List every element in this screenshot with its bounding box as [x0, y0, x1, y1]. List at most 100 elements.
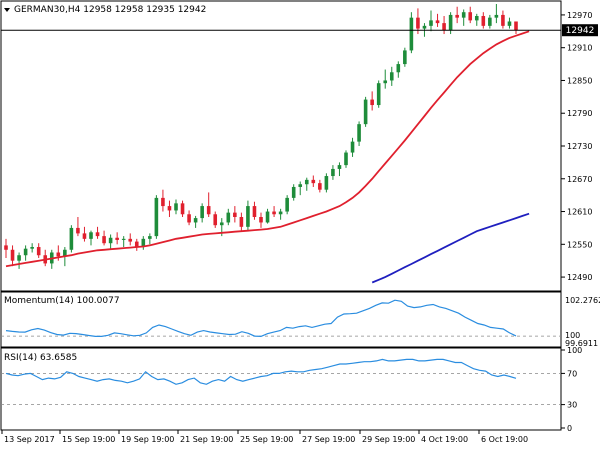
candle: [141, 236, 146, 250]
candle-body: [376, 83, 381, 106]
candle: [291, 184, 296, 201]
candle: [403, 47, 407, 67]
time-tick-label: 27 Sep 19:00: [302, 435, 355, 444]
candle: [474, 13, 479, 26]
candle: [154, 195, 159, 239]
candle-body: [291, 186, 296, 198]
candle: [318, 179, 322, 193]
candle: [233, 206, 237, 223]
candle-body: [167, 206, 172, 211]
candle: [265, 208, 270, 224]
candle: [226, 208, 231, 226]
candle-body: [455, 14, 459, 18]
candle-body: [239, 217, 244, 227]
candle: [10, 245, 15, 267]
candle: [494, 4, 499, 24]
candle-body: [226, 212, 231, 223]
candle-body: [494, 14, 499, 18]
price-tick-label: 12550: [567, 240, 592, 249]
candle-body: [128, 238, 133, 242]
price-tick-label: 12730: [567, 142, 592, 151]
candle-body: [252, 206, 257, 217]
candle-body: [219, 222, 224, 226]
candle: [272, 206, 276, 217]
chart-title-chevron-icon: [4, 8, 10, 12]
candle-body: [278, 211, 283, 215]
candle: [102, 230, 106, 246]
candle: [278, 208, 283, 220]
time-axis-labels: 13 Sep 2017 15 Sep 19:00 19 Sep 19:00 21 Se…: [1, 430, 528, 444]
rsi-scale-label: 70: [567, 369, 577, 378]
candle-body: [115, 237, 119, 240]
candle: [337, 162, 342, 177]
candle-body: [154, 197, 159, 237]
candle-body: [102, 236, 106, 244]
price-axis-labels: 12970 12910 12850 12790 12730 12670 12610 12550…: [561, 11, 592, 282]
candle-body: [357, 124, 361, 142]
candle-body: [422, 25, 427, 29]
candle: [344, 150, 348, 168]
candle: [246, 200, 250, 231]
moving-average-red-line: [5, 30, 530, 268]
candle-body: [429, 20, 433, 26]
candle: [389, 66, 394, 86]
price-tick-label: 12610: [567, 208, 592, 217]
candle: [4, 238, 8, 258]
candle: [357, 121, 361, 146]
price-tick-label: 12850: [567, 76, 592, 85]
candle: [121, 236, 126, 248]
candle: [298, 181, 303, 196]
candle: [259, 212, 263, 228]
moving-average-blue-line: [371, 212, 530, 284]
candle: [36, 243, 41, 258]
time-tick-label: 6 Oct 19:00: [481, 435, 528, 444]
candle-body: [272, 211, 276, 215]
candle-body: [193, 218, 198, 223]
candle-body: [10, 249, 15, 261]
candle: [69, 225, 74, 253]
candle: [23, 245, 28, 261]
candle: [239, 212, 244, 231]
candle: [174, 199, 178, 215]
last-price-label: 12942: [566, 26, 595, 36]
candle-body: [409, 17, 414, 51]
candle: [43, 249, 48, 267]
candlestick-series: [4, 4, 518, 269]
candle-body: [4, 245, 8, 250]
candle-body: [396, 64, 401, 73]
candle: [461, 9, 466, 26]
candle-body: [265, 211, 270, 223]
candle: [409, 12, 414, 54]
candle: [128, 233, 133, 246]
momentum-scale-label: 100: [565, 331, 580, 340]
candle: [17, 252, 21, 269]
candle: [507, 17, 512, 29]
time-tick-label: 4 Oct 19:00: [421, 435, 468, 444]
candle-body: [435, 20, 440, 24]
candle: [383, 69, 388, 89]
chart-title: GERMAN30,H4 12958 12958 12935 12942: [14, 5, 206, 15]
rsi-scale-label: 0: [567, 424, 572, 433]
candle-body: [488, 17, 492, 26]
candle: [488, 14, 492, 29]
candle-body: [442, 23, 446, 31]
candle-body: [187, 214, 191, 223]
rsi-level-lines: [1, 335, 561, 406]
candle-body: [344, 152, 348, 166]
candle: [429, 10, 433, 32]
last-price-box: [562, 24, 598, 37]
rsi-axis-labels: 100 70 30 0: [561, 346, 582, 433]
time-tick-label: 15 Sep 19:00: [62, 435, 115, 444]
candle: [108, 234, 113, 250]
candle-body: [233, 212, 237, 217]
candle: [167, 200, 172, 217]
candle: [161, 189, 165, 212]
candle-body: [311, 179, 316, 184]
momentum-scale-label: 99.6911: [565, 339, 598, 348]
time-tick-label: 29 Sep 19:00: [362, 435, 415, 444]
candle-body: [95, 232, 100, 237]
candle-body: [298, 184, 303, 187]
